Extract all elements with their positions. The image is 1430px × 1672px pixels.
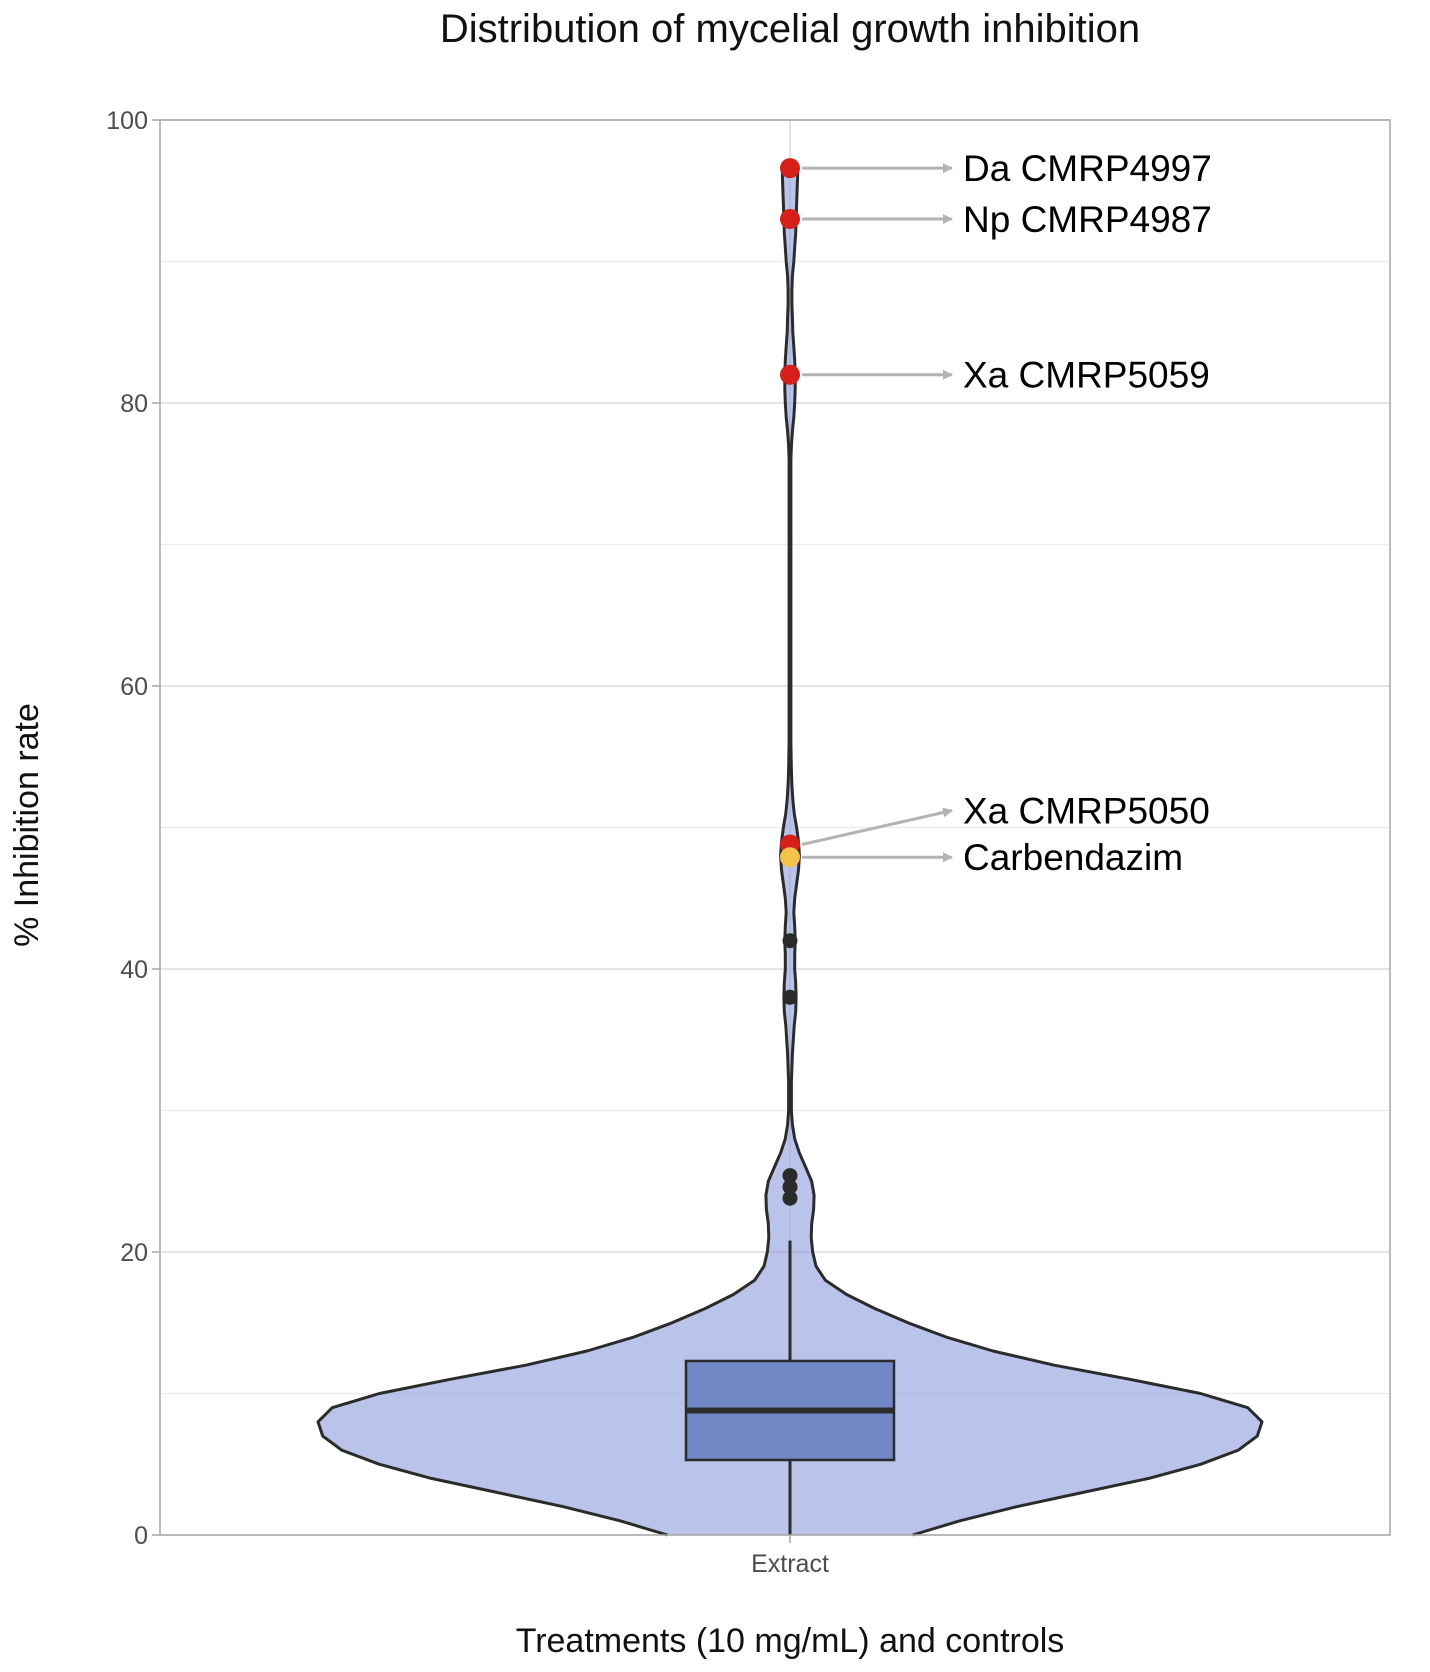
annotation-label: Xa CMRP5050	[963, 791, 1210, 832]
highlighted-point	[780, 209, 800, 230]
highlighted-point	[780, 364, 800, 385]
y-axis-title: % Inhibition rate	[8, 703, 46, 947]
x-axis-title: Treatments (10 mg/mL) and controls	[516, 1622, 1065, 1660]
y-tick-label: 0	[134, 1522, 148, 1550]
annotation-label: Xa CMRP5059	[963, 355, 1210, 396]
panel-border	[159, 119, 1391, 1536]
annotation-arrow	[801, 807, 953, 846]
annotation-label: Np CMRP4987	[963, 199, 1212, 240]
outlier-point	[782, 1168, 798, 1184]
plot-area	[316, 158, 1264, 1537]
outlier-point	[782, 1190, 798, 1206]
annotations: Da CMRP4997 Np CMRP4987 Xa CMRP5059 Xa CMRP…	[801, 148, 1212, 878]
y-tick-label: 80	[120, 390, 148, 418]
outlier-point	[782, 933, 798, 949]
chart-title: Distribution of mycelial growth inhibiti…	[440, 7, 1140, 51]
outlier-point	[782, 1179, 798, 1195]
annotation-label: Carbendazim	[963, 837, 1183, 878]
violin-outline	[316, 168, 1264, 1537]
outlier-point	[782, 989, 798, 1005]
annotation-label: Da CMRP4997	[963, 148, 1212, 189]
y-tick-label: 100	[106, 107, 148, 135]
highlighted-point	[780, 158, 800, 179]
y-tick-label: 40	[120, 956, 148, 984]
y-axis: 0 20 40 60 80 100 Extract	[106, 107, 1391, 1578]
y-tick-label: 60	[120, 673, 148, 701]
y-tick-label: 20	[120, 1239, 148, 1267]
x-tick-label: Extract	[751, 1550, 829, 1578]
highlighted-point	[780, 847, 800, 868]
